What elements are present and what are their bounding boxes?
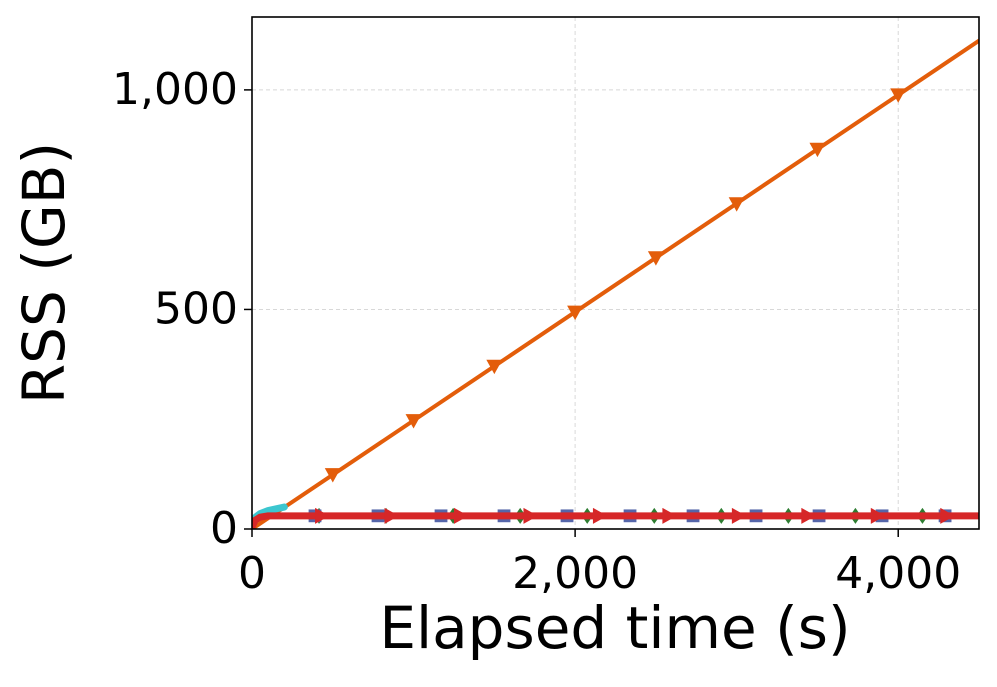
marker: [890, 88, 907, 103]
marker: [728, 197, 745, 212]
marker: [567, 305, 584, 321]
series-line: [252, 38, 979, 529]
marker: [324, 468, 341, 483]
series-line: [252, 512, 979, 529]
marker: [384, 507, 399, 524]
marker: [647, 251, 664, 266]
y-tick-label: 0: [210, 503, 238, 554]
marker: [801, 507, 816, 524]
marker: [486, 359, 503, 375]
y-axis-title: RSS (GB): [10, 142, 78, 404]
x-tick-label: 4,000: [835, 548, 961, 599]
x-tick-label: 0: [238, 548, 266, 599]
axes-frame: [251, 16, 980, 530]
marker: [592, 507, 608, 524]
ticks: 0 2,000 4,000 0 500 1,000: [112, 64, 961, 599]
marker: [870, 507, 886, 524]
marker: [315, 507, 330, 524]
marker: [731, 507, 747, 524]
plot-area: [252, 38, 979, 529]
grid: [251, 17, 979, 530]
marker: [662, 507, 677, 524]
x-tick-label: 2,000: [512, 548, 638, 599]
marker: [405, 414, 422, 429]
marker: [523, 507, 538, 524]
marker: [940, 507, 955, 524]
x-axis-title: Elapsed time (s): [379, 594, 850, 662]
y-tick-label: 500: [154, 283, 238, 334]
marker: [809, 142, 826, 158]
y-tick-label: 1,000: [112, 64, 238, 115]
marker: [454, 507, 469, 524]
